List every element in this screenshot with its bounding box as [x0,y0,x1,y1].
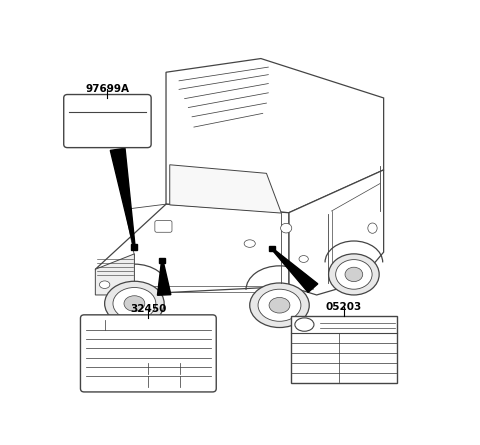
Text: 32450: 32450 [130,304,167,314]
Polygon shape [110,148,135,247]
Ellipse shape [258,289,301,321]
Ellipse shape [299,255,308,263]
Polygon shape [166,59,384,213]
Ellipse shape [250,283,309,328]
Polygon shape [170,165,281,213]
Ellipse shape [105,281,164,326]
Bar [290,316,396,383]
Ellipse shape [269,297,290,313]
Bar [269,246,275,251]
Ellipse shape [124,296,145,312]
Text: 05203: 05203 [325,302,362,312]
Polygon shape [157,261,171,295]
FancyBboxPatch shape [81,315,216,392]
Ellipse shape [99,281,110,288]
Ellipse shape [295,318,314,331]
Polygon shape [289,170,384,295]
Ellipse shape [281,223,292,233]
Bar [159,258,165,263]
Polygon shape [96,254,134,295]
Ellipse shape [244,240,255,247]
Bar [132,244,137,250]
Ellipse shape [368,223,377,233]
Text: 97699A: 97699A [85,84,130,94]
Polygon shape [272,248,318,292]
Ellipse shape [345,267,363,282]
Ellipse shape [329,254,379,295]
Ellipse shape [336,259,372,289]
FancyBboxPatch shape [155,221,172,232]
Ellipse shape [113,287,156,320]
FancyBboxPatch shape [64,94,151,148]
Polygon shape [96,204,289,295]
